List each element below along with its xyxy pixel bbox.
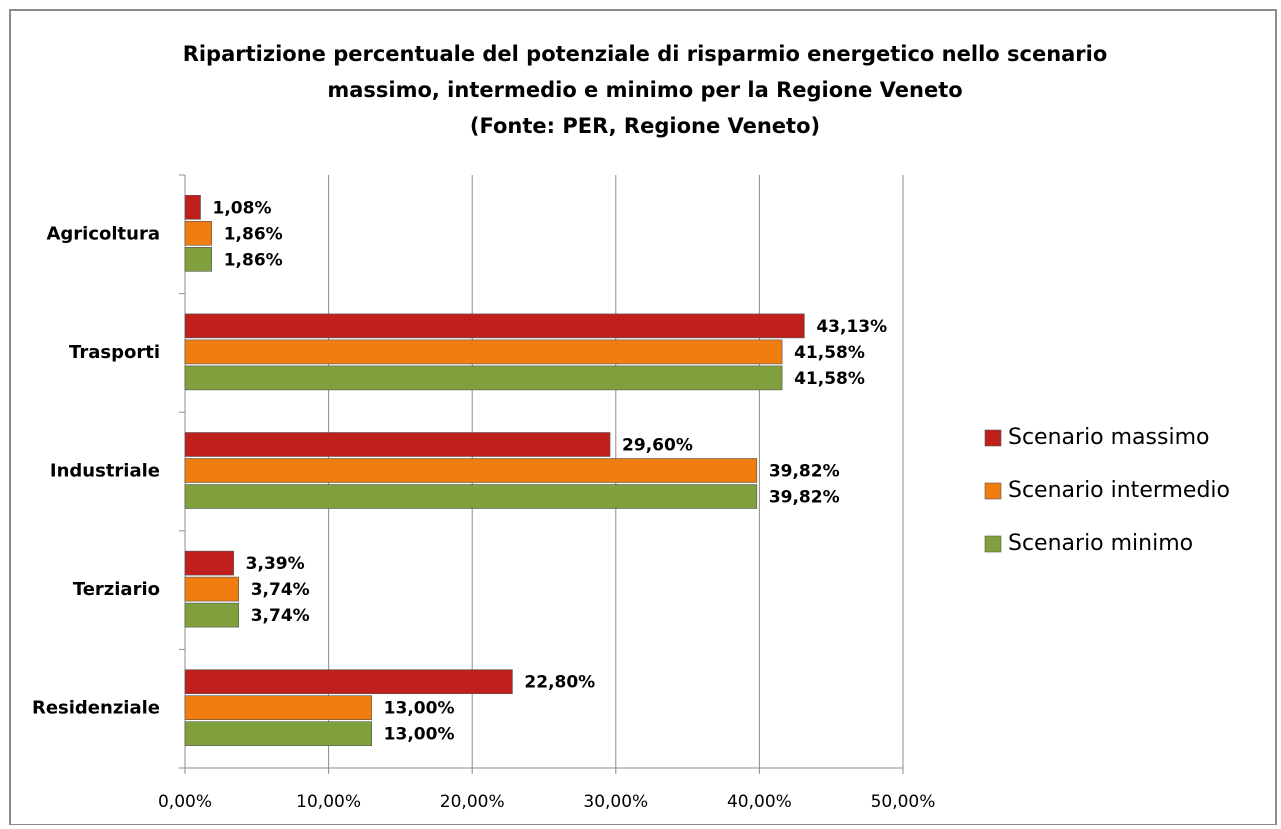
chart-title: massimo, intermedio e minimo per la Regi… [327, 78, 962, 102]
y-tick-label: Residenziale [32, 698, 160, 719]
value-label: 3,39% [246, 554, 305, 574]
value-label: 13,00% [384, 699, 455, 719]
bar [184, 313, 805, 339]
bar [184, 602, 240, 628]
bar [184, 576, 240, 602]
value-label: 22,80% [524, 673, 595, 693]
y-tick-label: Agricoltura [46, 223, 160, 244]
x-tick-label: 10,00% [296, 792, 361, 812]
bar [184, 247, 213, 272]
legend-label: Scenario massimo [1008, 425, 1209, 450]
legend-marker [984, 429, 1002, 447]
bar [184, 339, 783, 365]
value-label: 1,86% [224, 224, 283, 244]
value-label: 41,58% [794, 369, 865, 389]
value-label: 41,58% [794, 343, 865, 363]
value-label: 3,74% [251, 606, 310, 626]
bar [184, 458, 758, 483]
bar [184, 721, 372, 747]
value-label: 39,82% [769, 462, 840, 482]
x-tick-label: 0,00% [158, 792, 212, 812]
x-tick-label: 20,00% [440, 792, 505, 812]
y-tick-label: Trasporti [69, 342, 160, 363]
legend-label: Scenario intermedio [1008, 478, 1230, 503]
bar [184, 695, 372, 721]
value-label: 3,74% [251, 580, 310, 600]
x-tick-label: 40,00% [727, 792, 792, 812]
bar [184, 195, 201, 220]
value-label: 1,86% [224, 250, 283, 270]
legend-marker [984, 535, 1002, 553]
bar [184, 550, 234, 576]
x-tick-label: 30,00% [583, 792, 648, 812]
bar [184, 365, 783, 391]
value-label: 13,00% [384, 725, 455, 745]
value-label: 1,08% [213, 198, 272, 218]
legend-label: Scenario minimo [1008, 531, 1193, 556]
y-tick-label: Terziario [73, 579, 160, 600]
y-tick-label: Industriale [50, 461, 160, 482]
bar [184, 432, 611, 457]
value-label: 29,60% [622, 436, 693, 456]
chart-title: (Fonte: PER, Regione Veneto) [470, 114, 820, 138]
value-label: 39,82% [769, 488, 840, 508]
legend-marker [984, 482, 1002, 500]
bar [184, 669, 513, 695]
bar [184, 221, 213, 246]
chart-title: Ripartizione percentuale del potenziale … [183, 42, 1108, 66]
x-tick-label: 50,00% [871, 792, 936, 812]
bar [184, 484, 758, 509]
value-label: 43,13% [816, 317, 887, 337]
